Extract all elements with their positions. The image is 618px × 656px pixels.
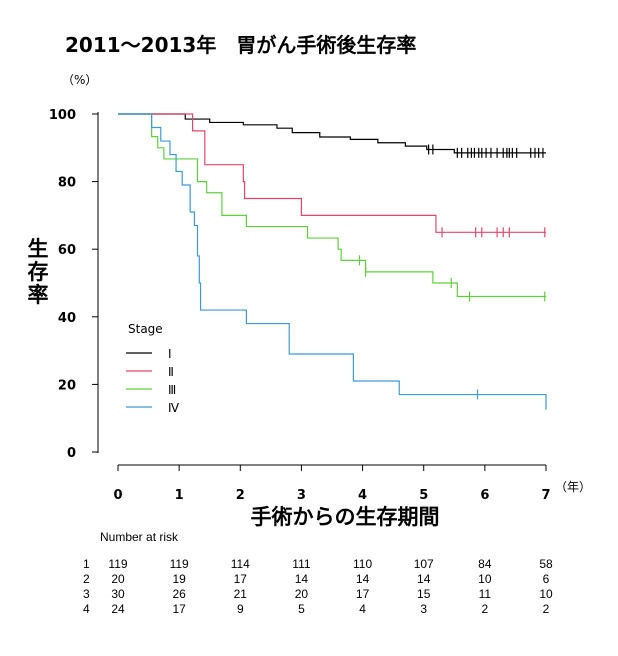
x-tick-label: 5: [419, 488, 428, 503]
chart-title: 2011～2013年 胃がん手術後生存率: [65, 33, 416, 57]
risk-cell: 17: [234, 572, 248, 586]
risk-cell: 20: [111, 572, 125, 586]
x-tick-label: 3: [297, 488, 306, 503]
y-tick-label: 80: [58, 176, 76, 191]
risk-row-stage: 2: [83, 572, 90, 586]
y-tick-label: 100: [49, 108, 76, 123]
legend-label: Ⅳ: [168, 401, 179, 415]
y-tick-label: 0: [67, 446, 76, 461]
y-axis-label-char: 率: [28, 283, 49, 307]
y-axis-label-char: 生: [28, 237, 49, 261]
risk-cell: 19: [172, 572, 186, 586]
series-line: [118, 113, 546, 233]
y-axis-label-char: 存: [28, 260, 49, 284]
x-tick-label: 2: [236, 488, 245, 503]
risk-cell: 10: [539, 587, 553, 601]
risk-cell: 17: [172, 602, 186, 616]
risk-cell: 119: [108, 557, 127, 571]
risk-cell: 26: [172, 587, 186, 601]
x-tick-label: 6: [480, 488, 489, 503]
x-axis-label: 手術からの生存期間: [251, 505, 440, 529]
risk-row-stage: 3: [83, 587, 90, 601]
x-tick-label: 4: [358, 488, 367, 503]
risk-cell: 2: [543, 602, 550, 616]
legend-label: Ⅰ: [168, 347, 172, 361]
risk-cell: 5: [298, 602, 305, 616]
risk-cell: 15: [417, 587, 431, 601]
y-unit-label: （%）: [62, 73, 97, 87]
x-tick-label: 1: [175, 488, 184, 503]
risk-cell: 9: [237, 602, 244, 616]
risk-cell: 4: [359, 602, 366, 616]
legend: Stage Ⅰ Ⅱ Ⅲ Ⅳ: [126, 322, 179, 415]
risk-cell: 11: [479, 587, 492, 601]
y-tick-label: 60: [58, 243, 76, 258]
risk-table-title: Number at risk: [100, 530, 179, 544]
x-tick-label: 0: [113, 488, 122, 503]
risk-cell: 58: [539, 557, 553, 571]
risk-row-stage: 1: [83, 557, 90, 571]
series-line: [118, 113, 547, 410]
risk-cell: 30: [111, 587, 125, 601]
risk-cell: 3: [420, 602, 427, 616]
risk-cell: 24: [111, 602, 125, 616]
legend-label: Ⅱ: [168, 365, 174, 379]
risk-cell: 84: [478, 557, 492, 571]
risk-cell: 21: [234, 587, 248, 601]
x-tick-label: 7: [541, 488, 550, 503]
x-unit-label: （年）: [555, 480, 591, 494]
risk-cell: 14: [295, 572, 309, 586]
risk-cell: 2: [482, 602, 489, 616]
risk-cell: 6: [543, 572, 550, 586]
y-tick-label: 20: [58, 378, 76, 393]
series-line: [118, 113, 546, 154]
risk-cell: 10: [478, 572, 492, 586]
risk-row-stage: 4: [83, 602, 90, 616]
risk-cell: 110: [353, 557, 372, 571]
series-line: [118, 113, 546, 298]
risk-cell: 14: [356, 572, 370, 586]
y-tick-label: 40: [58, 311, 76, 326]
risk-cell: 107: [414, 557, 434, 571]
legend-label: Ⅲ: [168, 383, 176, 397]
risk-cell: 14: [417, 572, 431, 586]
y-axis-label: 生存率: [28, 237, 49, 307]
risk-cell: 17: [356, 587, 370, 601]
risk-cell: 111: [292, 557, 311, 571]
risk-cell: 114: [231, 557, 250, 571]
risk-cell: 20: [295, 587, 309, 601]
risk-cell: 119: [170, 557, 189, 571]
legend-title: Stage: [128, 322, 163, 336]
